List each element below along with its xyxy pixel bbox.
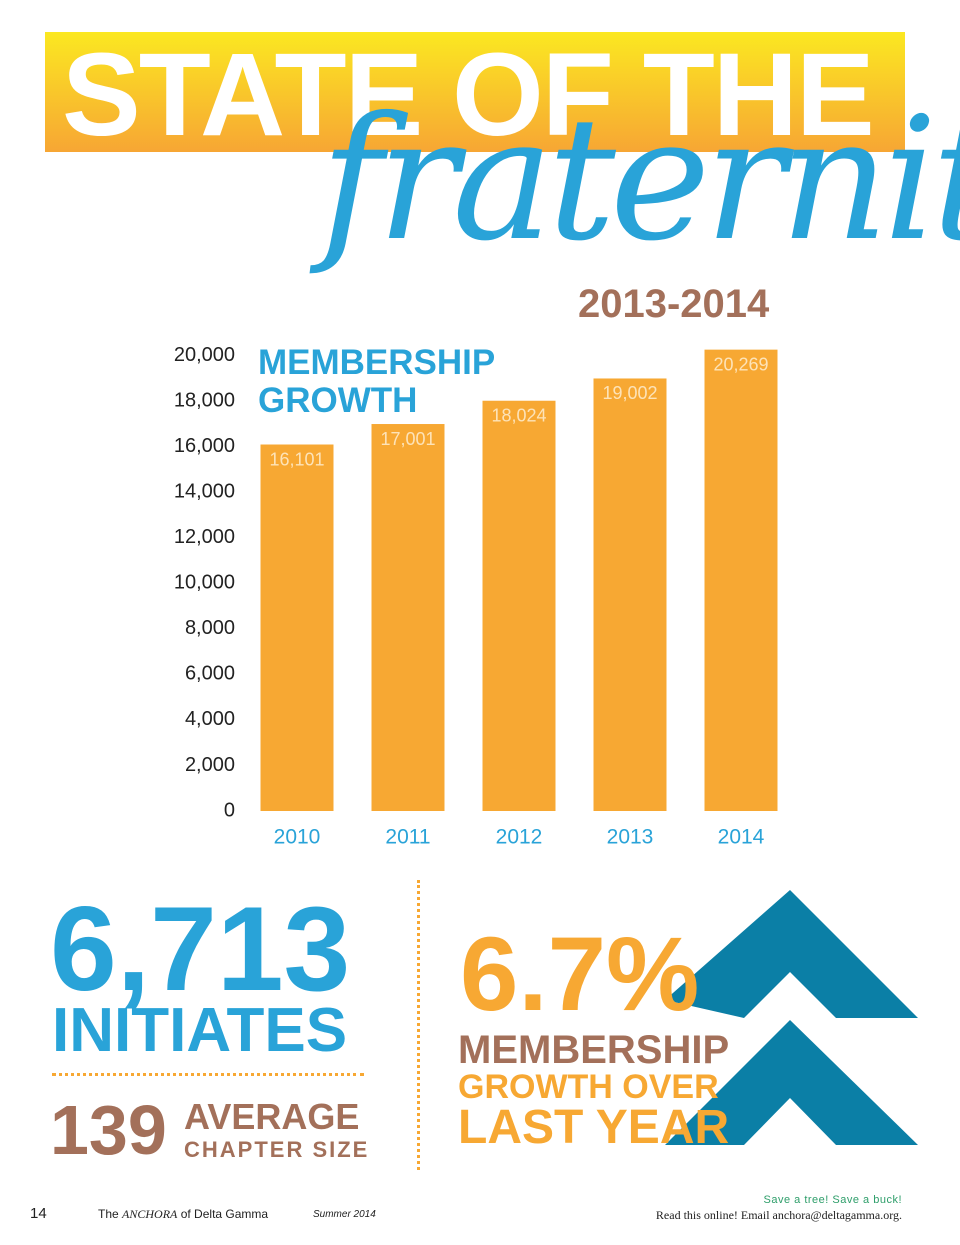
y-tick-label: 8,000 bbox=[185, 617, 235, 639]
bar bbox=[260, 444, 334, 811]
value-label: 16,101 bbox=[269, 449, 324, 469]
y-tick-label: 16,000 bbox=[174, 435, 235, 457]
initiates-number: 6,713 bbox=[50, 882, 351, 1016]
bar bbox=[371, 424, 445, 811]
y-tick-label: 20,000 bbox=[174, 344, 235, 366]
y-tick-label: 0 bbox=[224, 799, 235, 821]
y-tick-label: 12,000 bbox=[174, 526, 235, 548]
header-years: 2013-2014 bbox=[578, 282, 770, 326]
y-tick-label: 18,000 bbox=[174, 390, 235, 412]
issue: Summer 2014 bbox=[313, 1209, 376, 1220]
bar bbox=[482, 400, 556, 811]
x-tick-label: 2013 bbox=[607, 826, 654, 849]
value-label: 20,269 bbox=[713, 354, 768, 374]
x-tick-label: 2014 bbox=[718, 826, 765, 849]
growth-label: GROWTH OVER bbox=[458, 1068, 719, 1106]
growth-label: MEMBERSHIP bbox=[458, 1028, 730, 1072]
chart: 0 2,000 4,000 6,000 8,000 10,000 12,000 14,000 1… bbox=[174, 344, 778, 849]
y-tick-label: 6,000 bbox=[185, 663, 235, 685]
header-band bbox=[45, 32, 905, 152]
value-label: 19,002 bbox=[602, 383, 657, 403]
chart-title: MEMBERSHIP GROWTH bbox=[258, 343, 495, 420]
bar bbox=[704, 349, 778, 811]
publication-text: ANCHORA bbox=[122, 1207, 178, 1221]
chevron bbox=[665, 890, 918, 1018]
save-note: Save a tree! Save a buck! bbox=[763, 1194, 902, 1206]
growth-label: LAST YEAR bbox=[458, 1101, 730, 1154]
y-tick-label: 2,000 bbox=[185, 754, 235, 776]
y-tick-label: 14,000 bbox=[174, 481, 235, 503]
value-label: 17,001 bbox=[380, 429, 435, 449]
header-title: STATE OF THE bbox=[62, 29, 875, 161]
chapter-number: 139 bbox=[50, 1091, 167, 1169]
script-title: fraternity bbox=[320, 81, 960, 279]
value-label: 18,024 bbox=[491, 405, 546, 425]
y-tick-label: 10,000 bbox=[174, 572, 235, 594]
x-tick-label: 2010 bbox=[274, 826, 321, 849]
y-tick-label: 4,000 bbox=[185, 708, 235, 730]
x-tick-label: 2011 bbox=[385, 826, 430, 849]
publication-text: The bbox=[98, 1207, 119, 1221]
stats-divider bbox=[52, 1073, 364, 1076]
publication: The ANCHORA of Delta Gamma bbox=[98, 1207, 268, 1222]
growth-number: 6.7% bbox=[460, 916, 700, 1033]
publication-text: of Delta Gamma bbox=[180, 1207, 269, 1221]
chevron bbox=[665, 1020, 918, 1145]
x-tick-label: 2012 bbox=[496, 826, 543, 849]
divider bbox=[417, 880, 420, 1170]
bar bbox=[593, 378, 667, 811]
online-note: Read this online! Email anchora@deltagam… bbox=[655, 1208, 902, 1222]
initiates-label: INITIATES bbox=[52, 996, 348, 1065]
chapter-label: AVERAGE bbox=[184, 1096, 360, 1137]
page-number: 14 bbox=[30, 1205, 47, 1222]
chapter-label: CHAPTER SIZE bbox=[184, 1137, 370, 1162]
